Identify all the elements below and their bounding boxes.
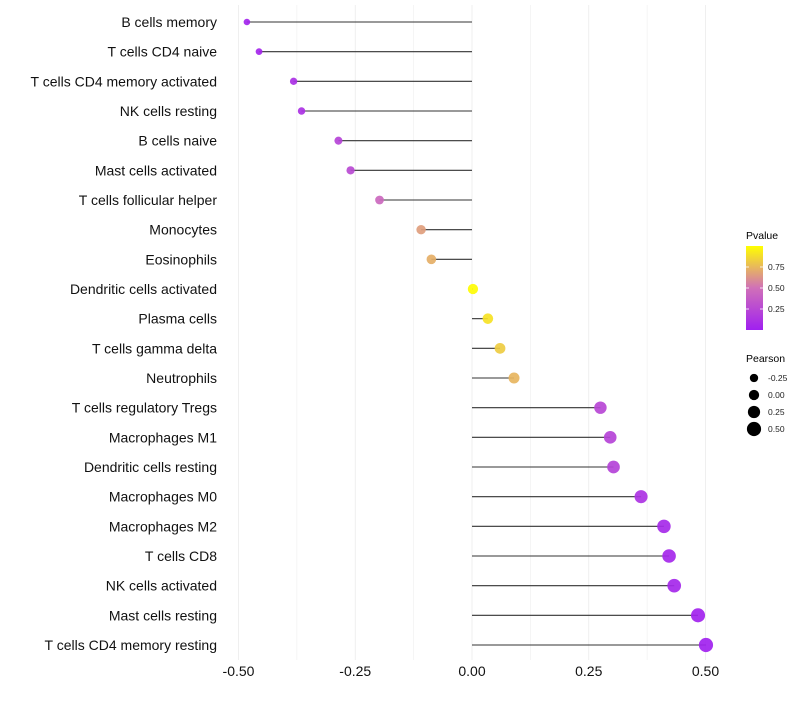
size-legend-label: -0.25 <box>768 373 788 383</box>
point <box>594 401 607 414</box>
colorbar-tick-label: 0.75 <box>768 262 785 272</box>
point <box>243 18 251 26</box>
size-legend-label: 0.00 <box>768 390 785 400</box>
x-tick-label: 0.25 <box>575 663 602 679</box>
y-tick-label: Macrophages M0 <box>109 489 217 505</box>
point <box>334 136 343 145</box>
pearson-legend: Pearson -0.25 0.00 0.25 0.50 <box>746 353 788 437</box>
y-tick-label: T cells regulatory Tregs <box>72 400 217 416</box>
pvalue-colorbar <box>746 246 763 330</box>
point <box>634 490 648 504</box>
y-tick-label: Macrophages M2 <box>109 518 217 534</box>
point <box>667 578 682 593</box>
colorbar-tick-label: 0.25 <box>768 304 785 314</box>
size-legend-dot <box>746 421 762 437</box>
point <box>508 372 520 384</box>
y-tick-label: Macrophages M1 <box>109 429 217 445</box>
point <box>426 254 437 265</box>
point <box>657 519 671 534</box>
y-tick-label: Mast cells resting <box>109 607 217 623</box>
point <box>255 48 263 56</box>
y-tick-label: B cells naive <box>138 133 217 149</box>
y-tick-label: NK cells resting <box>120 103 217 119</box>
size-legend-label: 0.50 <box>768 424 785 434</box>
point <box>416 224 426 235</box>
point <box>662 549 676 563</box>
stems <box>246 21 706 646</box>
y-tick-label: T cells CD4 memory activated <box>31 73 217 89</box>
y-tick-label: B cells memory <box>121 14 217 30</box>
grid-lines <box>238 5 706 660</box>
x-tick-label: 0.00 <box>458 663 485 679</box>
colorbar-tick-label: 0.50 <box>768 283 785 293</box>
size-legend-dot <box>748 389 760 401</box>
x-tick-label: -0.25 <box>339 663 371 679</box>
point <box>482 313 494 324</box>
point <box>494 342 506 354</box>
x-tick-label: -0.50 <box>223 663 255 679</box>
size-legend-dot <box>749 373 759 383</box>
point <box>603 431 617 444</box>
point <box>690 608 706 623</box>
point <box>289 77 298 85</box>
size-legend-label: 0.25 <box>768 407 785 417</box>
points <box>243 18 714 653</box>
size-legend-dot <box>747 405 761 419</box>
y-tick-label: T cells follicular helper <box>79 192 218 208</box>
y-tick-label: Dendritic cells activated <box>70 281 217 297</box>
y-tick-label: Eosinophils <box>145 251 217 267</box>
y-tick-label: Dendritic cells resting <box>84 459 217 475</box>
y-tick-label: T cells CD4 naive <box>108 44 218 60</box>
y-tick-label: Monocytes <box>149 222 217 238</box>
y-tick-label: T cells CD8 <box>145 548 217 564</box>
point <box>698 637 714 653</box>
point <box>297 107 306 115</box>
y-tick-label: NK cells activated <box>106 578 217 594</box>
y-axis-labels: B cells memory T cells CD4 naive T cells C… <box>31 14 218 653</box>
x-tick-label: 0.50 <box>692 663 719 679</box>
point <box>375 195 384 205</box>
y-tick-label: T cells CD4 memory resting <box>45 637 217 653</box>
pvalue-legend-title: Pvalue <box>746 230 778 242</box>
point <box>607 460 620 474</box>
y-tick-label: Neutrophils <box>146 370 217 386</box>
pvalue-legend: Pvalue 0.25 0.50 0.75 <box>746 230 785 330</box>
x-axis-labels: -0.50 -0.25 0.00 0.25 0.50 <box>223 663 720 679</box>
point <box>346 166 355 175</box>
pearson-legend-title: Pearson <box>746 353 785 365</box>
point <box>467 283 479 295</box>
y-tick-label: Mast cells activated <box>95 162 217 178</box>
y-tick-label: T cells gamma delta <box>92 340 217 356</box>
y-tick-label: Plasma cells <box>138 311 217 327</box>
